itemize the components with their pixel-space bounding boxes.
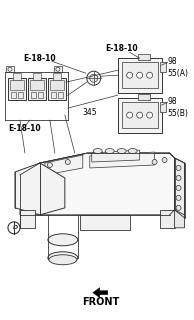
Bar [30,80,44,90]
Bar [122,62,158,88]
Circle shape [162,157,167,163]
Ellipse shape [128,148,137,154]
Bar [6,66,14,72]
Text: E-18-10: E-18-10 [105,44,138,53]
Bar [31,92,36,98]
Bar [50,80,64,90]
Circle shape [137,112,143,118]
Circle shape [56,67,60,71]
Bar [18,92,23,98]
Circle shape [127,72,133,78]
Polygon shape [20,163,40,215]
Bar [48,78,66,100]
Polygon shape [90,152,155,168]
Polygon shape [175,158,184,218]
Polygon shape [40,153,175,215]
Circle shape [147,72,153,78]
Circle shape [65,159,70,164]
Circle shape [127,112,133,118]
Circle shape [47,163,52,167]
Ellipse shape [49,255,77,265]
Circle shape [137,72,143,78]
Circle shape [176,175,181,180]
Bar [138,54,150,60]
Bar [160,102,165,112]
Bar [160,62,165,72]
Text: 55(A): 55(A) [168,69,189,78]
Text: E-18-10: E-18-10 [8,124,41,132]
Bar [13,73,21,80]
Circle shape [176,165,181,171]
Text: E-18-10: E-18-10 [24,54,56,63]
Bar [58,92,63,98]
Bar [38,92,43,98]
Ellipse shape [48,252,78,264]
Bar [54,66,62,72]
Circle shape [176,205,181,210]
Text: FRONT: FRONT [82,297,119,307]
Circle shape [8,67,12,71]
Polygon shape [160,210,175,228]
Polygon shape [20,210,35,228]
Bar [138,94,150,100]
Polygon shape [175,210,184,228]
Text: D: D [13,225,19,230]
Text: 98: 98 [168,97,177,106]
Circle shape [176,196,181,200]
Ellipse shape [48,234,78,246]
Polygon shape [118,98,162,133]
Bar [28,78,46,100]
Text: 345: 345 [82,108,97,116]
Bar [10,80,24,90]
Circle shape [90,74,98,82]
Bar [8,78,26,100]
Polygon shape [45,155,83,175]
Ellipse shape [93,148,102,154]
Polygon shape [15,163,65,215]
Ellipse shape [117,148,126,154]
Circle shape [152,159,157,164]
Bar [122,102,158,128]
Circle shape [87,71,101,85]
Circle shape [8,222,20,234]
Bar [53,73,61,80]
Bar [33,73,41,80]
Text: 55(B): 55(B) [168,108,188,118]
Text: 98: 98 [168,57,177,66]
Polygon shape [118,58,162,93]
Ellipse shape [105,148,114,154]
Polygon shape [80,215,130,230]
Circle shape [147,112,153,118]
Bar [11,92,16,98]
Polygon shape [92,150,140,162]
Circle shape [176,185,181,190]
Polygon shape [93,288,108,298]
Polygon shape [40,153,175,170]
Bar [51,92,56,98]
